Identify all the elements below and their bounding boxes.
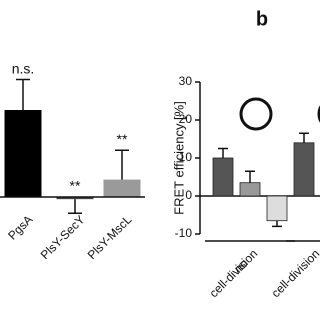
error-bar (218, 147, 228, 158)
cell-icon (239, 97, 273, 131)
y-tick-label: 0 (185, 188, 192, 202)
significance-label: ** (117, 131, 128, 147)
panel-label: b (256, 8, 268, 30)
significance-label: ** (70, 178, 81, 194)
error-bar (68, 199, 82, 215)
y-tick-label: 20 (179, 112, 193, 126)
y-axis-label: FRET efficiency [%] (171, 101, 186, 215)
bar (4, 109, 42, 197)
cell-icon (317, 105, 320, 123)
error-bar (115, 149, 129, 180)
bar (293, 142, 315, 197)
bar (266, 195, 288, 222)
bar (212, 157, 234, 197)
group-label: cell-division (207, 246, 261, 300)
y-tick-label: -10 (175, 226, 193, 240)
x-tick-label: PgsA (5, 212, 35, 242)
error-bar (272, 220, 282, 228)
error-bar (16, 78, 30, 110)
significance-label: n.s. (12, 60, 35, 76)
y-tick-label: 10 (179, 150, 193, 164)
group-label: cell-division (269, 246, 320, 300)
error-bar (299, 132, 309, 143)
x-tick-label: PlsY-SecY (38, 212, 88, 262)
bar (103, 179, 141, 197)
error-bar (245, 170, 255, 183)
y-tick-label: 30 (179, 74, 193, 88)
bar (56, 196, 94, 200)
bar (239, 182, 261, 197)
x-tick-label: PlsY-MscL (85, 212, 135, 262)
